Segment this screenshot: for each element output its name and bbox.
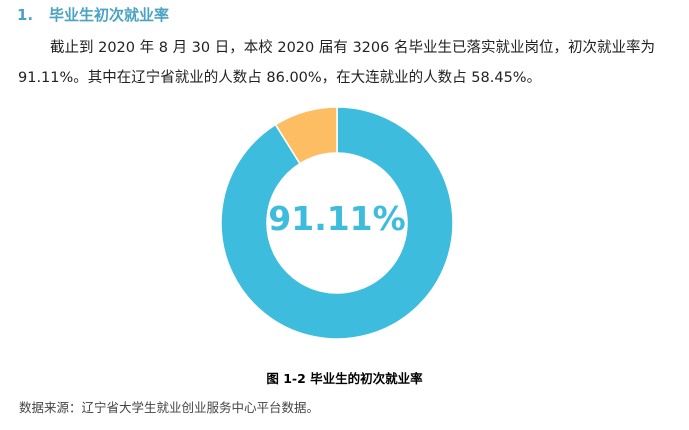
paragraph-line-1: 截止到 2020 年 8 月 30 日，本校 2020 届有 3206 名毕业生… — [50, 40, 655, 56]
section-title: 毕业生初次就业率 — [49, 6, 170, 24]
section-heading: 1. 毕业生初次就业率 — [17, 4, 169, 25]
figure-caption: 图 1-2 毕业生的初次就业率 — [266, 371, 423, 386]
donut-slice-2 — [274, 106, 338, 165]
paragraph-line-2: 91.11%。其中在辽宁省就业的人数占 86.00%，在大连就业的人数占 58.… — [18, 70, 542, 86]
section-number: 1. — [17, 6, 34, 24]
center-label: 91.11% — [268, 199, 405, 238]
donut-slice-1 — [220, 106, 454, 340]
data-source: 数据来源：辽宁省大学生就业创业服务中心平台数据。 — [19, 400, 320, 415]
